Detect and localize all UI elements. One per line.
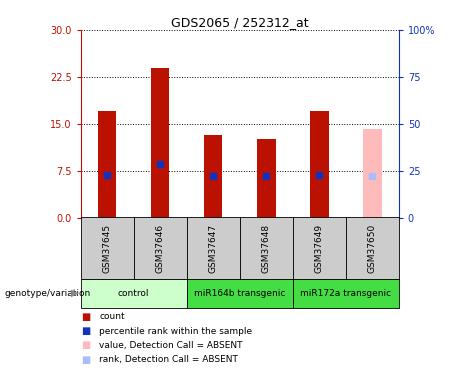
Text: GSM37646: GSM37646: [156, 224, 165, 273]
Bar: [134, 217, 187, 279]
Bar: [293, 217, 346, 279]
Bar: [346, 217, 399, 279]
Bar: [81, 279, 187, 308]
Text: value, Detection Call = ABSENT: value, Detection Call = ABSENT: [99, 341, 242, 350]
Bar: [293, 279, 399, 308]
Text: miR172a transgenic: miR172a transgenic: [300, 289, 391, 298]
Text: ■: ■: [81, 355, 90, 364]
Bar: [187, 217, 240, 279]
Text: ■: ■: [81, 312, 90, 322]
Text: GSM37648: GSM37648: [262, 224, 271, 273]
Text: GSM37649: GSM37649: [315, 224, 324, 273]
Bar: [363, 129, 382, 217]
Bar: [257, 140, 276, 218]
Bar: [204, 135, 223, 218]
Bar: [310, 111, 329, 218]
Text: ■: ■: [81, 326, 90, 336]
Text: count: count: [99, 312, 125, 321]
Text: miR164b transgenic: miR164b transgenic: [194, 289, 285, 298]
Bar: [240, 217, 293, 279]
Text: percentile rank within the sample: percentile rank within the sample: [99, 327, 252, 336]
Bar: [98, 111, 117, 218]
Text: genotype/variation: genotype/variation: [5, 289, 91, 298]
Bar: [81, 217, 134, 279]
Text: control: control: [118, 289, 149, 298]
Title: GDS2065 / 252312_at: GDS2065 / 252312_at: [171, 16, 308, 29]
Text: GSM37650: GSM37650: [368, 224, 377, 273]
Bar: [151, 68, 170, 218]
Text: ▶: ▶: [71, 288, 79, 298]
Text: GSM37647: GSM37647: [209, 224, 218, 273]
Text: rank, Detection Call = ABSENT: rank, Detection Call = ABSENT: [99, 355, 238, 364]
Text: GSM37645: GSM37645: [103, 224, 112, 273]
Bar: [187, 279, 293, 308]
Text: ■: ■: [81, 340, 90, 350]
